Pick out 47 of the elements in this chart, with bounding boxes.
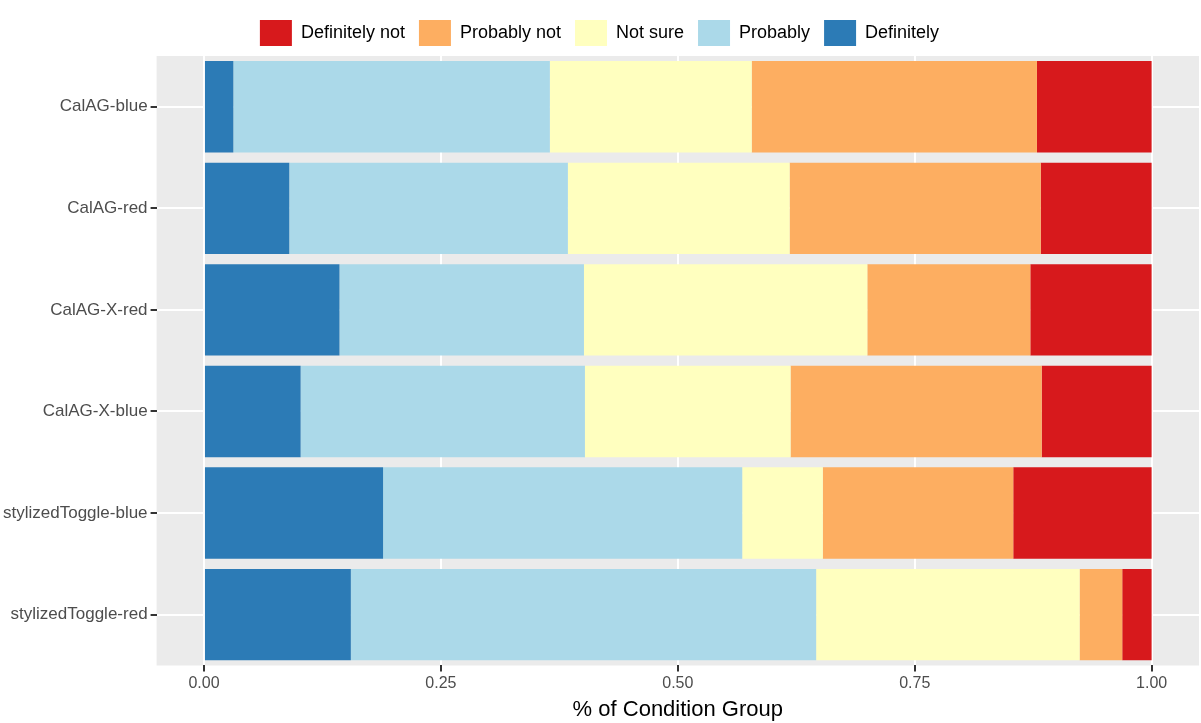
bar <box>1079 568 1123 661</box>
legend-label: Not sure <box>616 21 685 42</box>
bar <box>383 467 743 559</box>
bar <box>339 264 584 356</box>
y-tick-label: CalAG-blue <box>59 96 148 116</box>
bar <box>350 568 817 661</box>
bar <box>867 264 1031 356</box>
legend-label: Probably not <box>459 21 562 42</box>
bar <box>742 467 823 559</box>
x-tick-label: 0.00 <box>188 674 220 692</box>
bar <box>204 365 301 458</box>
legend-label: Definitely <box>865 21 940 42</box>
bar <box>789 162 1041 255</box>
bar <box>751 61 1037 153</box>
x-tick-label: 0.75 <box>899 674 931 692</box>
bar <box>549 61 752 153</box>
bar <box>1122 568 1152 661</box>
bar <box>300 365 585 458</box>
bar <box>1030 264 1152 356</box>
y-tick-label: stylizedToggle-blue <box>2 502 148 522</box>
legend-label: Probably <box>739 21 811 42</box>
bar <box>583 264 868 356</box>
y-tick-label: CalAG-X-red <box>50 299 148 319</box>
y-tick-label: stylizedToggle-red <box>10 604 148 624</box>
x-tick-label: 0.25 <box>425 674 457 692</box>
bar <box>204 467 384 559</box>
bar <box>816 568 1080 661</box>
bar <box>1040 162 1152 255</box>
bar <box>233 61 550 153</box>
bar <box>822 467 1014 559</box>
bar <box>790 365 1042 458</box>
bar <box>1013 467 1152 559</box>
x-axis-title: % of Condition Group <box>572 695 783 721</box>
bar <box>584 365 791 458</box>
x-tick-label: 1.00 <box>1136 674 1168 692</box>
bar <box>204 568 351 661</box>
bar <box>1041 365 1152 458</box>
bar <box>1036 61 1152 153</box>
bar <box>204 61 234 153</box>
bar <box>204 162 290 255</box>
bar <box>204 264 340 356</box>
bar <box>567 162 790 255</box>
y-tick-label: CalAG-X-blue <box>42 401 148 421</box>
y-tick-label: CalAG-red <box>67 198 148 218</box>
x-tick-label: 0.50 <box>662 674 694 692</box>
bar <box>289 162 568 255</box>
legend-label: Definitely not <box>300 21 405 42</box>
